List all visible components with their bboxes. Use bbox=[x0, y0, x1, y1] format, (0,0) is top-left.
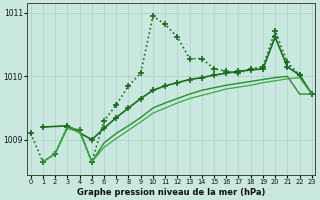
X-axis label: Graphe pression niveau de la mer (hPa): Graphe pression niveau de la mer (hPa) bbox=[77, 188, 266, 197]
